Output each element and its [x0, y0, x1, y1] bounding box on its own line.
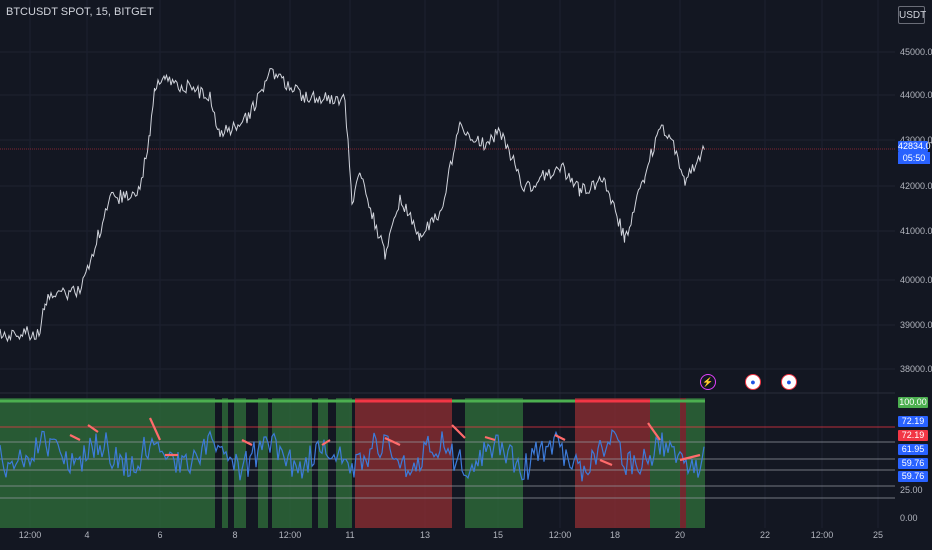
price-tick: 41000.00: [900, 226, 932, 236]
indicator-value-label: 72.19: [898, 430, 928, 441]
time-tick: 11: [345, 530, 355, 540]
currency-button[interactable]: USDT: [898, 6, 926, 24]
last-price-label: 42834.07: [898, 141, 932, 152]
time-tick: 13: [419, 530, 431, 540]
price-tick: 43000.00: [900, 135, 932, 145]
time-tick: 22: [759, 530, 771, 540]
price-tick: 44000.00: [900, 90, 932, 100]
time-tick: 12:00: [278, 530, 302, 540]
signal-zone: [355, 398, 452, 528]
time-tick: 20: [674, 530, 686, 540]
symbol-title[interactable]: BTCUSDT SPOT, 15, BITGET: [6, 6, 154, 18]
time-tick: 25: [872, 530, 884, 540]
signal-zone: [0, 398, 215, 528]
signal-zone: [680, 398, 686, 528]
us-flag-icon[interactable]: ●: [781, 374, 797, 390]
price-tick: 38000.00: [900, 364, 932, 374]
oscillator-line: [0, 429, 705, 482]
lightning-icon[interactable]: ⚡: [700, 374, 716, 390]
time-tick: 15: [492, 530, 504, 540]
signal-zone: [318, 398, 328, 528]
time-tick: 18: [609, 530, 621, 540]
time-tick: 12:00: [548, 530, 572, 540]
time-tick: 12:00: [18, 530, 42, 540]
price-tick: 45000.00: [900, 47, 932, 57]
signal-zone: [272, 398, 312, 528]
indicator-value-label: 100.00: [898, 397, 928, 408]
signal-zone: [650, 398, 680, 528]
signal-zone: [222, 398, 228, 528]
indicator-value-label: 72.19: [898, 416, 928, 427]
us-flag-icon[interactable]: ●: [745, 374, 761, 390]
signal-zone: [575, 398, 650, 528]
time-tick: 12:00: [810, 530, 834, 540]
indicator-value-label: 59.76: [898, 471, 928, 482]
price-tick: 42000.00: [900, 181, 932, 191]
signal-zone: [215, 398, 222, 528]
signal-zone: [258, 398, 268, 528]
signal-zone: [234, 398, 246, 528]
signal-zone: [336, 398, 352, 528]
indicator-tick: 25.00: [900, 485, 923, 495]
price-tick: 40000.00: [900, 275, 932, 285]
indicator-value-label: 61.95: [898, 444, 928, 455]
countdown-label: 05:50: [898, 152, 930, 164]
indicator-value-label: 59.76: [898, 458, 928, 469]
price-series-line: [0, 68, 705, 343]
signal-zone: [465, 398, 523, 528]
price-tick: 39000.00: [900, 320, 932, 330]
time-tick: 4: [84, 530, 90, 540]
indicator-tick: 0.00: [900, 513, 918, 523]
time-tick: 8: [232, 530, 238, 540]
time-tick: 6: [157, 530, 163, 540]
